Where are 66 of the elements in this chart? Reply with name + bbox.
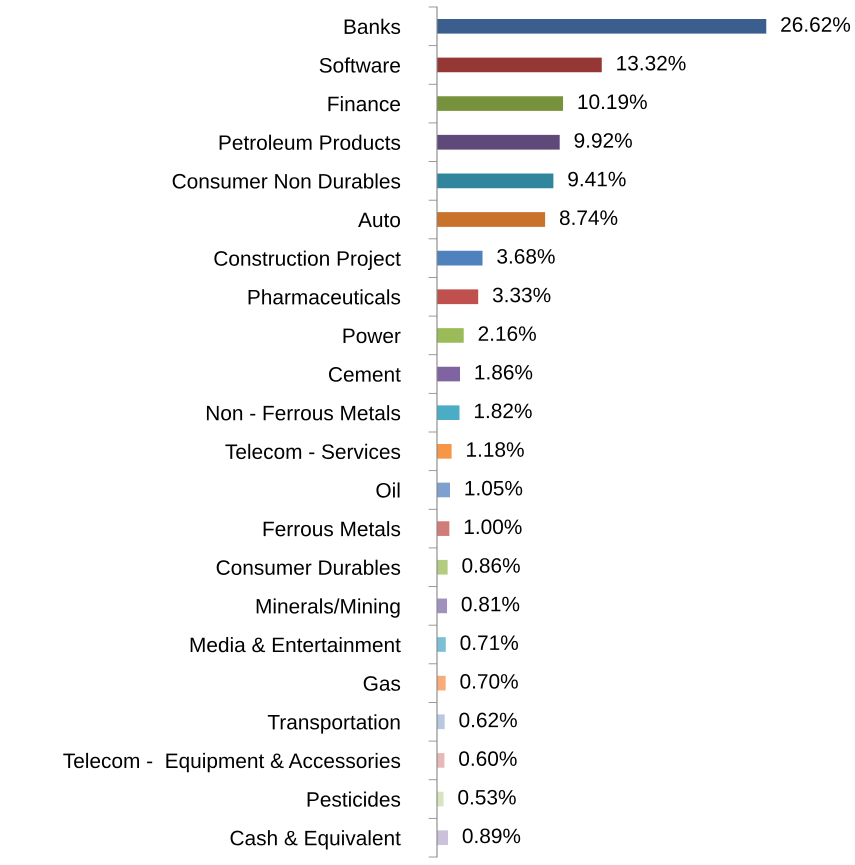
data-label: 0.81% <box>462 596 520 612</box>
bar <box>437 96 564 111</box>
data-label: 26.62% <box>781 17 850 32</box>
data-label: 3.68% <box>497 248 555 264</box>
data-label: 8.74% <box>560 210 618 226</box>
data-label: 1.86% <box>475 364 532 380</box>
bar <box>437 560 448 575</box>
bar <box>437 18 766 34</box>
bar <box>437 289 478 304</box>
data-label: 0.62% <box>459 712 517 728</box>
data-label: 0.86% <box>462 558 520 573</box>
y-tick-label: Banks <box>344 18 400 34</box>
y-tick-label: Non - Ferrous Metals <box>206 405 400 420</box>
bar <box>437 792 444 806</box>
data-label: 0.70% <box>460 674 518 689</box>
bar <box>437 212 546 227</box>
bar <box>437 830 448 846</box>
data-label: 0.71% <box>460 635 518 650</box>
data-label: 0.60% <box>459 751 517 766</box>
bar <box>437 134 560 150</box>
data-label: 2.16% <box>478 326 536 341</box>
data-label: 9.92% <box>574 133 632 148</box>
data-label: 1.00% <box>464 519 522 534</box>
bar <box>437 521 450 536</box>
y-tick-label: Consumer Durables <box>216 560 400 575</box>
data-label: 13.32% <box>617 56 686 71</box>
data-label: 1.05% <box>465 480 522 496</box>
bar <box>437 482 450 498</box>
bar <box>437 714 445 730</box>
y-tick-label: Finance <box>328 96 400 112</box>
y-tick-label: Auto <box>358 212 400 228</box>
bar <box>437 366 460 382</box>
y-tick-label: Pesticides <box>308 791 400 807</box>
data-label: 0.53% <box>458 790 516 805</box>
y-tick-label: Petroleum Products <box>220 134 400 150</box>
y-tick-label: Telecom - Equipment & Accessories <box>63 752 400 772</box>
y-tick-label: Consumer Non Durables <box>172 173 400 189</box>
y-tick-label: Cash & Equivalent <box>230 830 401 850</box>
y-tick-label: Minerals/Mining <box>256 598 400 618</box>
bar <box>437 676 446 690</box>
y-tick-label: Media & Entertainment <box>190 636 401 652</box>
bar <box>437 174 554 188</box>
y-tick-label: Construction Project <box>214 250 401 270</box>
bar <box>437 250 483 266</box>
y-tick-label: Power <box>344 328 401 344</box>
bar <box>437 637 446 652</box>
data-label: 3.33% <box>492 288 550 302</box>
y-tick-label: Gas <box>364 676 400 691</box>
data-label: 0.89% <box>462 828 520 844</box>
bar <box>437 405 460 420</box>
bar <box>437 753 444 768</box>
y-tick-label: Oil <box>376 482 400 498</box>
data-label: 1.18% <box>467 442 524 457</box>
y-tick-label: Cement <box>329 367 401 382</box>
y-tick-label: Ferrous Metals <box>264 521 400 536</box>
y-tick-label: Transportation <box>268 714 400 734</box>
y-tick-label: Telecom - Services <box>225 444 400 460</box>
data-label: 1.82% <box>474 404 532 418</box>
data-label: 9.41% <box>568 172 626 186</box>
y-tick-label: Pharmaceuticals <box>248 289 400 305</box>
bar <box>437 598 448 614</box>
bar <box>437 58 602 72</box>
bar <box>437 328 464 343</box>
bar <box>437 444 452 459</box>
y-tick-label: Software <box>320 57 400 73</box>
data-label: 10.19% <box>578 94 647 110</box>
